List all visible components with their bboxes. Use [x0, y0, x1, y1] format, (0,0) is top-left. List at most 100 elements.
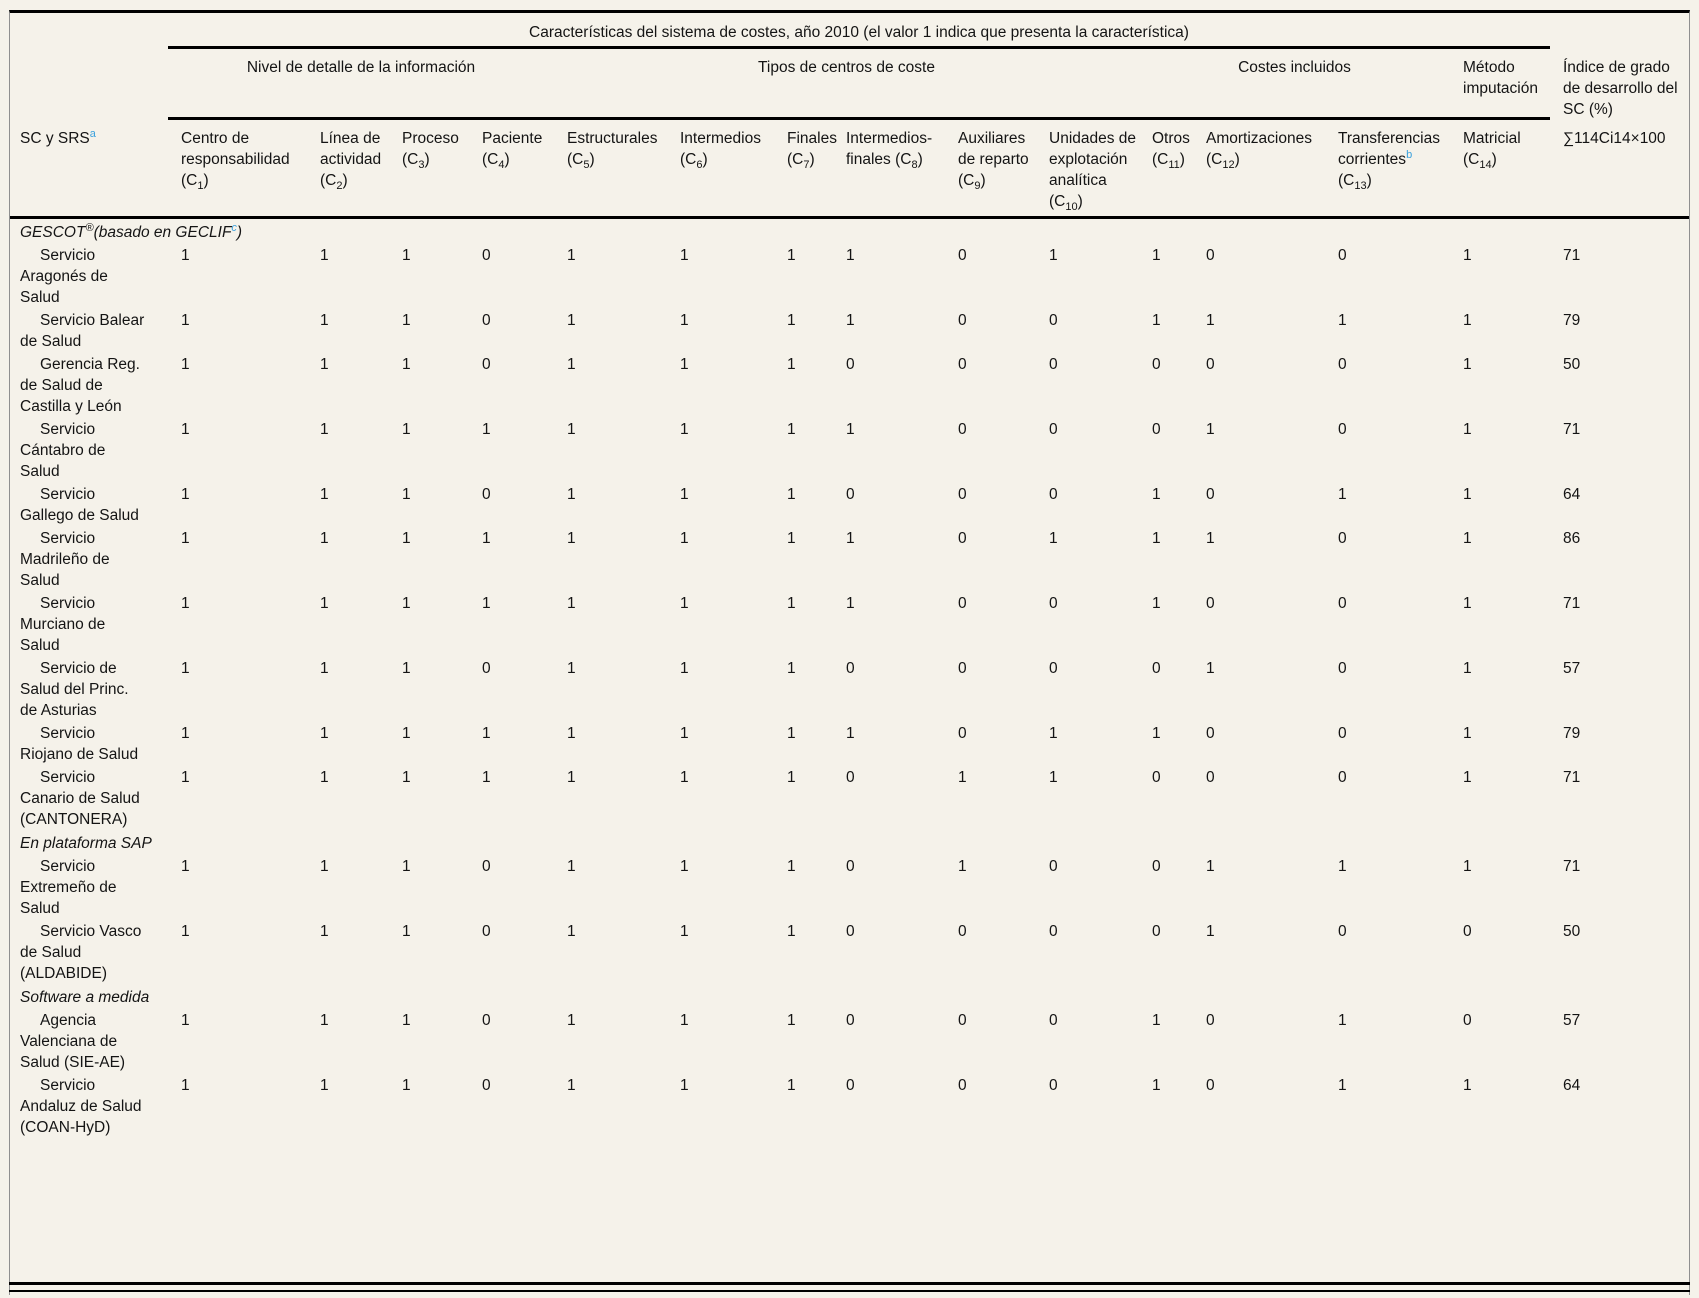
column-code-subscript: 5	[583, 159, 590, 171]
table-bottom-rule-2	[9, 1290, 1690, 1292]
value-cell-c3: 1	[402, 923, 411, 940]
value-cell-c5: 1	[567, 725, 576, 742]
column-code-subscript: 13	[1354, 180, 1367, 192]
value-cell-c9: 0	[958, 1012, 967, 1029]
row-label: Servicio Canario de Salud (CANTONERA)	[20, 769, 140, 828]
value-cell-c6: 1	[680, 660, 689, 677]
value-cell-c1: 1	[181, 1012, 190, 1029]
column-code-subscript: 14	[1479, 159, 1492, 171]
value-cell-c12: 0	[1206, 725, 1215, 742]
value-cell-c11: 0	[1152, 660, 1161, 677]
value-cell-c5: 1	[567, 247, 576, 264]
footnote-c-link[interactable]: c	[231, 222, 237, 234]
value-cell-c8: 1	[846, 725, 855, 742]
value-cell-c6: 1	[680, 486, 689, 503]
value-cell-c8: 0	[846, 1012, 855, 1029]
value-cell-c3: 1	[402, 1012, 411, 1029]
column-code-subscript: 3	[418, 159, 425, 171]
value-cell-c2: 1	[320, 769, 329, 786]
index-value-cell: 79	[1563, 312, 1581, 329]
value-cell-c5: 1	[567, 769, 576, 786]
value-cell-c9: 0	[958, 530, 967, 547]
index-formula-header: ∑114Ci14×100	[1550, 120, 1689, 219]
index-value-cell: 57	[1563, 1012, 1581, 1029]
value-cell-c9: 0	[958, 595, 967, 612]
column-header-c2: Línea de actividad (C2)	[307, 120, 389, 219]
row-label: Servicio Balear de Salud	[20, 312, 145, 350]
value-cell-c12: 1	[1206, 312, 1215, 329]
value-cell-c3: 1	[402, 1077, 411, 1094]
row-label: Servicio de Salud del Princ. de Asturias	[20, 660, 129, 719]
value-cell-c12: 0	[1206, 486, 1215, 503]
value-cell-c1: 1	[181, 923, 190, 940]
value-cell-c5: 1	[567, 356, 576, 373]
value-cell-c6: 1	[680, 858, 689, 875]
value-cell-c4: 0	[482, 923, 491, 940]
column-header-c6: Intermedios (C6)	[667, 120, 774, 219]
value-cell-c12: 0	[1206, 1012, 1215, 1029]
value-cell-c1: 1	[181, 486, 190, 503]
value-cell-c2: 1	[320, 858, 329, 875]
value-cell-c10: 0	[1049, 1077, 1058, 1094]
value-cell-c7: 1	[787, 312, 796, 329]
section-heading: En plataforma SAP	[10, 830, 1689, 854]
value-cell-c6: 1	[680, 923, 689, 940]
value-cell-c12: 0	[1206, 595, 1215, 612]
row-label: Gerencia Reg. de Salud de Castilla y Leó…	[20, 356, 140, 415]
registered-mark: ®	[85, 222, 94, 234]
value-cell-c14: 1	[1463, 247, 1472, 264]
value-cell-c10: 1	[1049, 769, 1058, 786]
row-label: Servicio Gallego de Salud	[20, 486, 139, 524]
value-cell-c8: 1	[846, 312, 855, 329]
value-cell-c13: 0	[1338, 247, 1347, 264]
table-title: Características del sistema de costes, a…	[168, 13, 1550, 49]
value-cell-c7: 1	[787, 421, 796, 438]
value-cell-c3: 1	[402, 247, 411, 264]
index-value-cell: 50	[1563, 923, 1581, 940]
value-cell-c12: 1	[1206, 923, 1215, 940]
value-cell-c10: 1	[1049, 247, 1058, 264]
value-cell-c6: 1	[680, 1077, 689, 1094]
value-cell-c1: 1	[181, 725, 190, 742]
value-cell-c13: 0	[1338, 725, 1347, 742]
footnote-a-link[interactable]: a	[89, 128, 96, 140]
value-cell-c13: 1	[1338, 486, 1347, 503]
value-cell-c10: 0	[1049, 356, 1058, 373]
value-cell-c7: 1	[787, 1077, 796, 1094]
section-heading-text: GESCOT	[20, 224, 86, 241]
value-cell-c14: 0	[1463, 1012, 1472, 1029]
value-cell-c5: 1	[567, 595, 576, 612]
value-cell-c9: 0	[958, 1077, 967, 1094]
value-cell-c2: 1	[320, 247, 329, 264]
value-cell-c6: 1	[680, 725, 689, 742]
value-cell-c1: 1	[181, 1077, 190, 1094]
value-cell-c12: 1	[1206, 660, 1215, 677]
value-cell-c14: 1	[1463, 530, 1472, 547]
row-label: Agencia Valenciana de Salud (SIE-AE)	[20, 1012, 126, 1071]
value-cell-c13: 0	[1338, 660, 1347, 677]
section-heading-text: Software a medida	[20, 989, 150, 1006]
value-cell-c11: 1	[1152, 486, 1161, 503]
value-cell-c2: 1	[320, 725, 329, 742]
column-header-c11: Otros (C11)	[1139, 120, 1193, 219]
value-cell-c10: 0	[1049, 421, 1058, 438]
column-code-subscript: 9	[974, 180, 981, 192]
footnote-b-link[interactable]: b	[1406, 149, 1413, 161]
value-cell-c11: 0	[1152, 858, 1161, 875]
value-cell-c8: 0	[846, 1077, 855, 1094]
value-cell-c9: 0	[958, 725, 967, 742]
value-cell-c9: 0	[958, 486, 967, 503]
value-cell-c6: 1	[680, 356, 689, 373]
row-label: Servicio Murciano de Salud	[20, 595, 106, 654]
value-cell-c9: 0	[958, 660, 967, 677]
value-cell-c4: 0	[482, 858, 491, 875]
table-bottom-rule	[9, 1282, 1690, 1285]
column-code-subscript: 1	[197, 180, 204, 192]
value-cell-c3: 1	[402, 858, 411, 875]
value-cell-c2: 1	[320, 923, 329, 940]
value-cell-c14: 1	[1463, 356, 1472, 373]
value-cell-c8: 0	[846, 660, 855, 677]
value-cell-c2: 1	[320, 660, 329, 677]
value-cell-c11: 0	[1152, 421, 1161, 438]
section-heading: GESCOT®(basado en GECLIFc)	[10, 219, 1689, 243]
